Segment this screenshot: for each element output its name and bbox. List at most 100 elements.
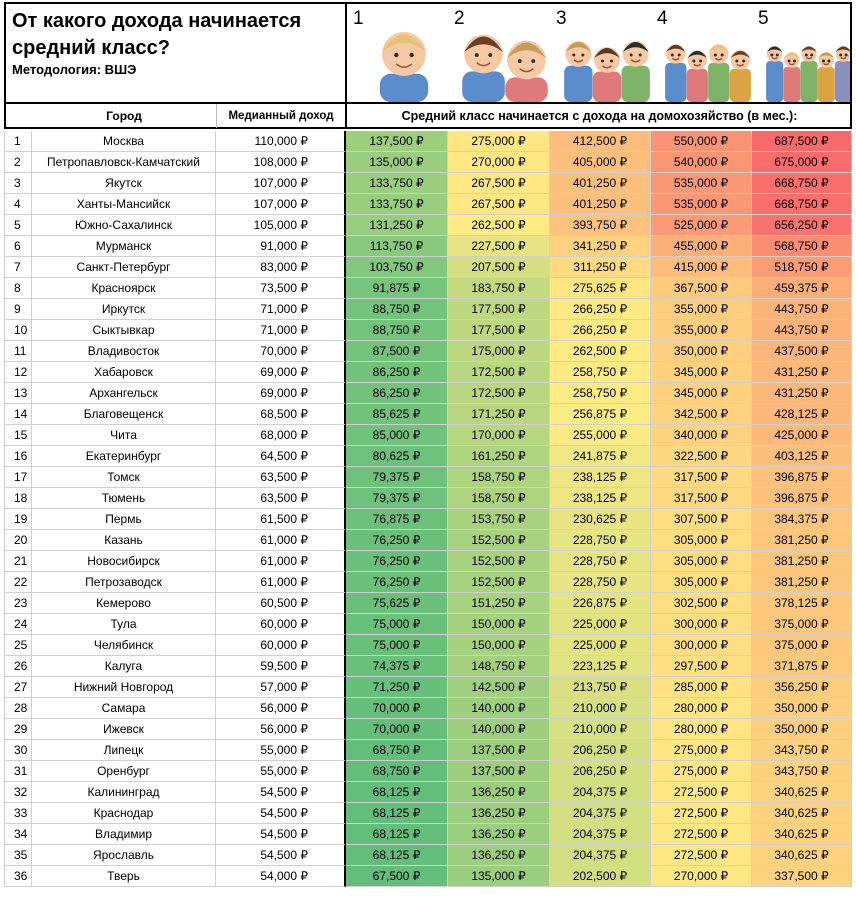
- city: Благовещенск: [32, 404, 216, 425]
- threshold: 687,500 ₽: [752, 131, 852, 152]
- face-part: [507, 42, 546, 58]
- threshold: 381,250 ₽: [752, 572, 852, 593]
- city: Владивосток: [32, 341, 216, 362]
- threshold: 79,375 ₽: [346, 467, 448, 488]
- face-part: [793, 59, 797, 63]
- threshold: 80,625 ₽: [346, 446, 448, 467]
- row-number: 9: [4, 299, 32, 320]
- threshold: 272,500 ₽: [651, 824, 752, 845]
- threshold: 230,625 ₽: [550, 509, 651, 530]
- median-income: 68,500 ₽: [216, 404, 346, 425]
- threshold: 384,375 ₽: [752, 509, 852, 530]
- threshold: 401,250 ₽: [550, 194, 651, 215]
- threshold: 140,000 ₽: [448, 719, 550, 740]
- threshold: 88,750 ₽: [346, 320, 448, 341]
- median-income: 54,500 ₽: [216, 803, 346, 824]
- threshold: 241,875 ₽: [550, 446, 651, 467]
- threshold: 228,750 ₽: [550, 572, 651, 593]
- face-part: [686, 68, 708, 102]
- threshold: 225,000 ₽: [550, 614, 651, 635]
- face-part: [382, 34, 426, 52]
- threshold: 153,750 ₽: [448, 509, 550, 530]
- median-income: 57,000 ₽: [216, 677, 346, 698]
- threshold: 137,500 ₽: [448, 761, 550, 782]
- city: Тула: [32, 614, 216, 635]
- row-number: 33: [4, 803, 32, 824]
- threshold: 342,500 ₽: [651, 404, 752, 425]
- threshold: 213,750 ₽: [550, 677, 651, 698]
- threshold: 258,750 ₽: [550, 362, 651, 383]
- median-income: 56,000 ₽: [216, 719, 346, 740]
- row-number: 14: [4, 404, 32, 425]
- threshold: 340,625 ₽: [752, 824, 852, 845]
- median-income: 54,000 ₽: [216, 866, 346, 887]
- face-part: [464, 36, 503, 52]
- threshold: 85,625 ₽: [346, 404, 448, 425]
- face-part: [709, 44, 729, 52]
- row-number: 31: [4, 761, 32, 782]
- threshold: 272,500 ₽: [651, 782, 752, 803]
- threshold: 76,250 ₽: [346, 572, 448, 593]
- city: Ярославль: [32, 845, 216, 866]
- row-number: 3: [4, 173, 32, 194]
- threshold: 79,375 ₽: [346, 488, 448, 509]
- threshold: 206,250 ₽: [550, 740, 651, 761]
- city: Самара: [32, 698, 216, 719]
- row-number: 20: [4, 530, 32, 551]
- face-part: [600, 59, 604, 63]
- row-number: 1: [4, 131, 32, 152]
- threshold: 266,250 ₽: [550, 320, 651, 341]
- threshold: 371,875 ₽: [752, 656, 852, 677]
- city: Краснодар: [32, 803, 216, 824]
- threshold: 300,000 ₽: [651, 614, 752, 635]
- threshold: 305,000 ₽: [651, 551, 752, 572]
- threshold: 131,250 ₽: [346, 215, 448, 236]
- threshold: 161,250 ₽: [448, 446, 550, 467]
- threshold: 280,000 ₽: [651, 719, 752, 740]
- threshold: 238,125 ₽: [550, 488, 651, 509]
- row-number: 12: [4, 362, 32, 383]
- household-size: 3: [556, 8, 567, 29]
- threshold: 142,500 ₽: [448, 677, 550, 698]
- city: Владимир: [32, 824, 216, 845]
- column-header: Медианный доход: [228, 110, 334, 122]
- city: Калуга: [32, 656, 216, 677]
- median-income: 108,000 ₽: [216, 152, 346, 173]
- threshold: 204,375 ₽: [550, 782, 651, 803]
- threshold: 76,250 ₽: [346, 530, 448, 551]
- city: Москва: [32, 131, 216, 152]
- threshold: 307,500 ₽: [651, 509, 752, 530]
- column-header: Средний класс начинается с дохода на дом…: [401, 109, 798, 123]
- threshold: 177,500 ₽: [448, 299, 550, 320]
- threshold: 133,750 ₽: [346, 194, 448, 215]
- face-part: [693, 63, 702, 67]
- face-part: [462, 71, 505, 102]
- threshold: 103,750 ₽: [346, 257, 448, 278]
- threshold: 228,750 ₽: [550, 530, 651, 551]
- threshold: 171,250 ₽: [448, 404, 550, 425]
- face-part: [581, 53, 585, 57]
- face-part: [839, 53, 843, 57]
- subtitle: Методология: ВШЭ: [12, 62, 137, 77]
- threshold: 668,750 ₽: [752, 173, 852, 194]
- face-part: [810, 53, 814, 57]
- face-part: [804, 53, 808, 57]
- threshold: 275,000 ₽: [448, 131, 550, 152]
- threshold: 340,625 ₽: [752, 803, 852, 824]
- threshold: 68,750 ₽: [346, 761, 448, 782]
- threshold: 202,500 ₽: [550, 866, 651, 887]
- face-part: [564, 65, 593, 102]
- city: Чита: [32, 425, 216, 446]
- threshold: 355,000 ₽: [651, 299, 752, 320]
- threshold: 158,750 ₽: [448, 488, 550, 509]
- threshold: 425,000 ₽: [752, 425, 852, 446]
- threshold: 70,000 ₽: [346, 719, 448, 740]
- threshold: 302,500 ₽: [651, 593, 752, 614]
- threshold: 297,500 ₽: [651, 656, 752, 677]
- median-income: 69,000 ₽: [216, 383, 346, 404]
- threshold: 183,750 ₽: [448, 278, 550, 299]
- face-part: [476, 62, 491, 67]
- face-part: [735, 59, 739, 63]
- threshold: 75,000 ₽: [346, 635, 448, 656]
- city: Мурманск: [32, 236, 216, 257]
